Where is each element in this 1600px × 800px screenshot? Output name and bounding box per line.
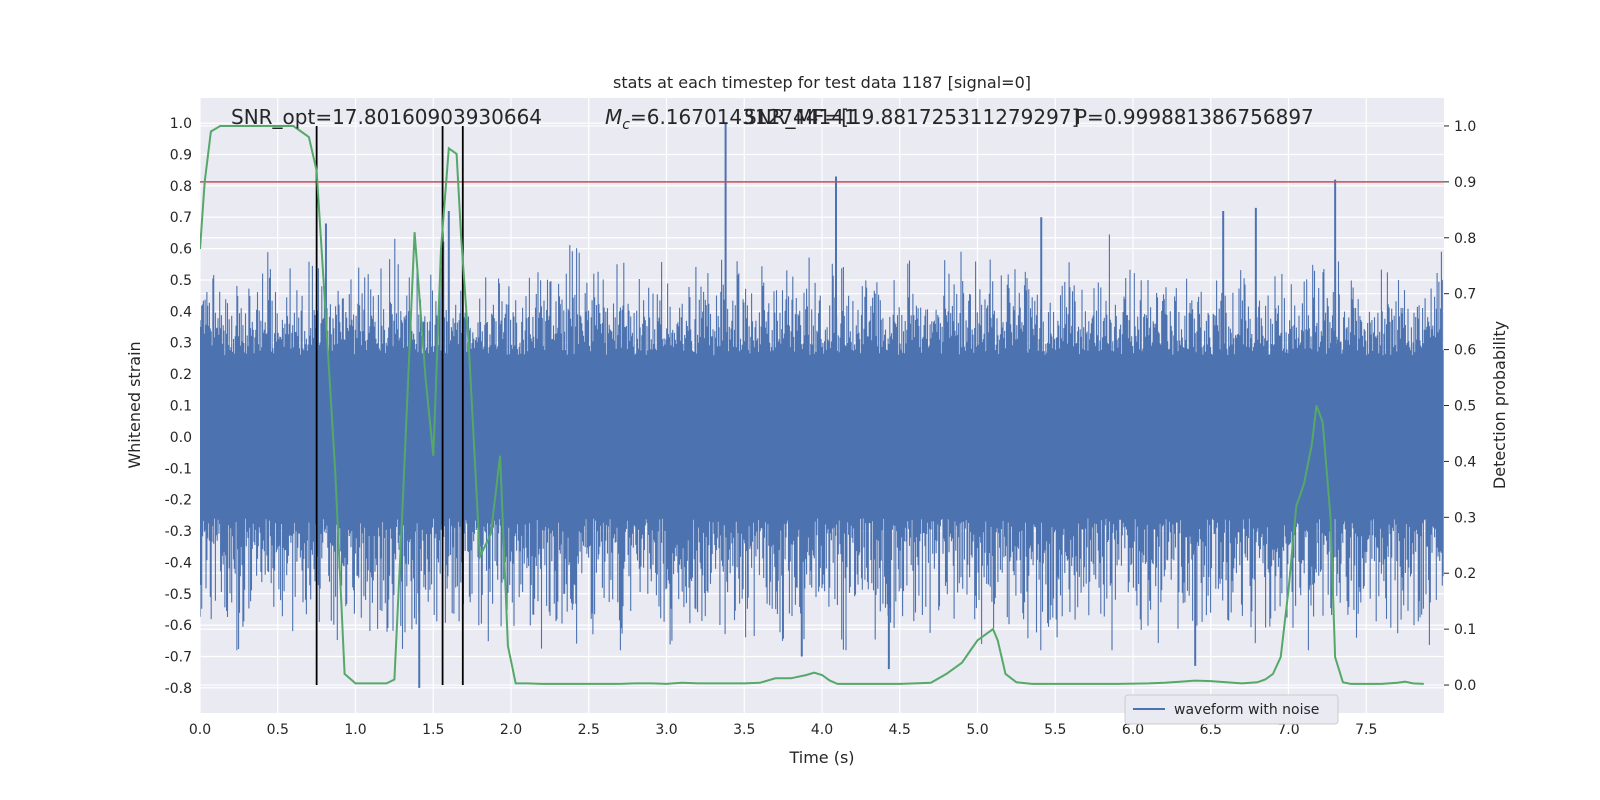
y-left-tick-label: 0.0 [170,430,192,446]
x-tick-label: 7.0 [1277,722,1299,738]
y-right-tick-label: 0.6 [1454,343,1476,359]
y-left-tick-label: -0.2 [165,493,192,509]
chirp-mass-symbol: M [605,105,622,129]
y-left-tick-label: -0.5 [165,587,192,603]
x-tick-label: 4.5 [889,722,911,738]
y-left-tick-label: -0.1 [165,461,192,477]
probability-series [200,125,1424,685]
chirp-mass-value: =6.167014312744141 [630,105,857,129]
chirp-mass-annotation: Mc=6.167014312744141 [605,105,857,133]
waveform-trace [200,234,1444,651]
x-tick-label: 0.5 [267,722,289,738]
x-tick-labels: 0.0 0.5 1.0 1.5 2.0 2.5 3.0 3.5 4.0 4.5 5.0 5.5 6.0 6… [189,722,1378,738]
x-tick-label: 0.0 [189,722,211,738]
legend: waveform with noise [1124,694,1339,725]
waveform-series [200,123,1444,688]
y-right-tick-label: 0.9 [1454,175,1476,191]
x-tick-label: 2.5 [578,722,600,738]
x-tick-label: 2.0 [500,722,522,738]
x-tick-label: 3.5 [733,722,755,738]
x-tick-label: 1.5 [422,722,444,738]
y-left-tick-label: 0.2 [170,367,192,383]
x-tick-label: 6.0 [1122,722,1144,738]
y-right-tick-label: 0.1 [1454,622,1476,638]
chirp-mass-subscript: c [622,117,630,133]
y-left-tick-label: 0.1 [170,399,192,415]
y-right-tick-label: 1.0 [1454,119,1476,135]
y-right-tick-labels: 0.0 0.1 0.2 0.3 0.4 0.5 0.6 0.7 0.8 0.9 1.0 [1444,119,1476,694]
detection-probability-line [200,125,1424,685]
y-left-tick-label: 0.6 [170,242,192,258]
y-right-tick-label: 0.3 [1454,510,1476,526]
y-left-tick-label: -0.7 [165,650,192,666]
y-left-tick-label: -0.8 [165,681,192,697]
y-left-tick-label: -0.6 [165,618,192,634]
y-left-tick-label: 0.3 [170,336,192,352]
y-right-tick-label: 0.7 [1454,287,1476,303]
y-left-tick-label: -0.3 [165,524,192,540]
x-tick-label: 6.5 [1200,722,1222,738]
y-right-axis-label: Detection probability [1490,321,1509,489]
y-left-tick-label: 0.5 [170,273,192,289]
y-right-tick-label: 0.0 [1454,678,1476,694]
legend-entry: waveform with noise [1174,702,1319,718]
y-right-tick-label: 0.5 [1454,399,1476,415]
p-value-annotation: P=0.999881386756897 [1075,105,1314,129]
x-tick-label: 4.0 [811,722,833,738]
y-right-tick-label: 0.4 [1454,454,1476,470]
x-tick-label: 5.0 [966,722,988,738]
y-left-tick-label: 0.7 [170,210,192,226]
reference-lines [200,125,1444,686]
legend-box [1124,694,1339,725]
y-left-tick-label: 0.8 [170,179,192,195]
y-left-tick-label: 1.0 [170,116,192,132]
snr-mf-annotation: SNR_MF=[19.881725311279297] [744,105,1079,129]
y-left-tick-label: -0.4 [165,555,192,571]
y-left-tick-label: 0.9 [170,147,192,163]
chart-title: stats at each timestep for test data 118… [613,73,1031,92]
y-left-axis-label: Whitened strain [125,341,144,468]
y-left-tick-labels: -0.8 -0.7 -0.6 -0.5 -0.4 -0.3 -0.2 -0.1 0.0 0.1 0.… [165,116,192,697]
x-tick-label: 3.0 [655,722,677,738]
x-tick-label: 7.5 [1355,722,1377,738]
x-axis-label: Time (s) [788,748,854,767]
y-right-tick-label: 0.8 [1454,231,1476,247]
x-tick-label: 5.5 [1044,722,1066,738]
snr-opt-annotation: SNR_opt=17.80160903930664 [231,105,542,129]
y-left-tick-label: 0.4 [170,304,192,320]
y-right-tick-label: 0.2 [1454,566,1476,582]
x-tick-label: 1.0 [344,722,366,738]
